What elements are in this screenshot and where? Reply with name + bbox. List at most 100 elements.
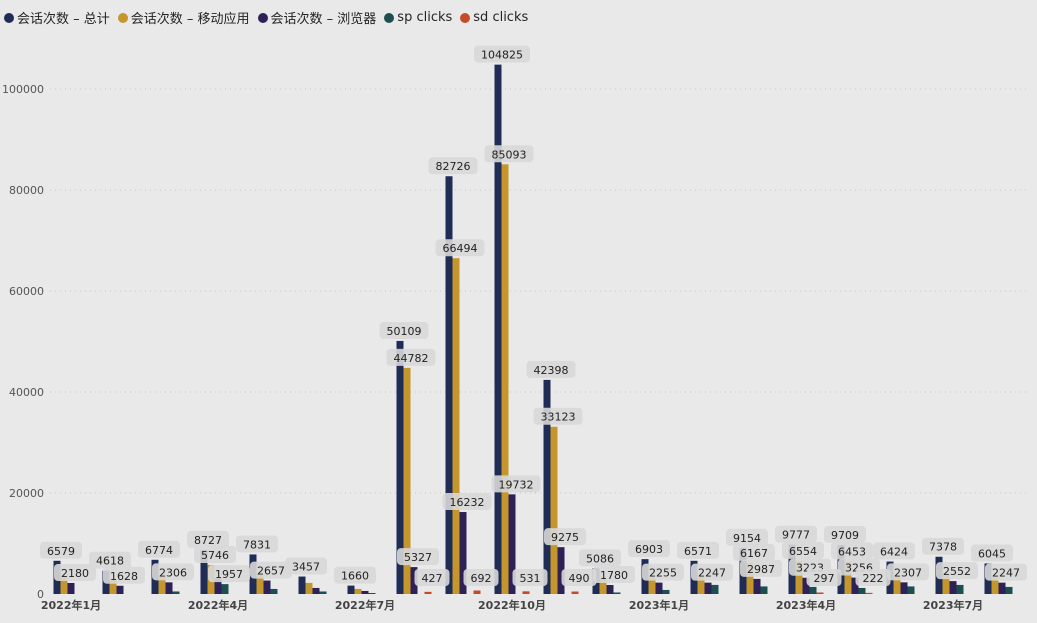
legend-swatch-sp-clicks [384,12,395,23]
data-label: 82726 [436,160,471,173]
data-label-box [152,563,194,581]
data-label: 1660 [341,570,369,583]
legend-item-browser[interactable]: 会话次数 – 浏览器 [257,8,377,27]
data-label: 6167 [740,547,768,560]
data-label-box [824,525,866,543]
bar [424,591,432,594]
data-label-box [236,535,278,553]
bar [662,589,670,594]
data-label-box [855,569,891,586]
data-label: 6571 [684,545,712,558]
data-label-box [138,540,180,558]
data-label-box [334,566,376,584]
bar [949,581,957,594]
data-label-box [579,549,621,567]
data-label-box [526,360,576,378]
data-label: 6453 [838,545,866,558]
bar [354,588,362,594]
data-label-box [887,563,929,581]
bar [501,164,509,595]
data-label: 222 [863,572,884,585]
y-tick-label: 20000 [9,487,44,500]
data-label: 2255 [649,567,677,580]
data-label-box [533,407,583,425]
bar [263,580,271,594]
data-label-box [435,239,485,257]
bar [858,587,866,594]
data-label: 16232 [450,496,485,509]
bar [214,578,222,594]
data-label: 6774 [145,544,173,557]
bar [200,549,208,594]
bar [522,591,530,594]
bar [648,576,656,594]
bar [760,586,768,594]
y-tick-label: 80000 [9,184,44,197]
data-label: 5746 [201,549,229,562]
bar [893,575,901,594]
legend-label-sp-clicks: sp clicks [397,10,453,25]
bar [109,578,117,594]
bar [613,592,621,594]
x-tick-label: 2022年7月 [335,598,395,612]
data-label: 104825 [481,49,523,62]
data-label: 9275 [551,531,579,544]
bar [865,592,873,594]
bar [396,340,404,594]
data-label: 33123 [541,411,576,424]
data-label: 2247 [698,567,726,580]
legend-label-browser: 会话次数 – 浏览器 [270,12,377,27]
data-label: 4618 [96,555,124,568]
bar [998,582,1006,594]
data-label: 427 [422,572,443,585]
bar [900,582,908,594]
bar [599,577,607,594]
data-label: 50109 [387,325,422,338]
legend-item-sd-clicks[interactable]: sd clicks [460,10,528,25]
data-label: 692 [471,572,492,585]
data-label-box [89,551,131,569]
data-label: 7378 [929,541,957,554]
bar [802,577,810,594]
data-label: 7831 [243,538,271,551]
bar [305,582,313,594]
data-label-box [428,157,478,175]
data-label-box [561,569,597,586]
bar [473,590,481,594]
x-tick-label: 2023年4月 [776,598,836,612]
data-label: 2552 [943,565,971,578]
data-label-box [873,542,915,560]
data-label: 2247 [992,567,1020,580]
bar [711,584,719,594]
bar [907,586,915,594]
bar [557,547,565,594]
data-label: 85093 [492,148,527,161]
bar [494,64,502,595]
legend-item-mobile-app[interactable]: 会话次数 – 移动应用 [117,8,250,27]
data-label-box [484,145,534,163]
data-label-box [642,563,684,581]
data-label-box [250,561,292,579]
data-label: 2180 [61,567,89,580]
data-label: 66494 [443,242,478,255]
bar [221,584,229,594]
bar [298,576,306,594]
bar [270,588,278,594]
bar [571,591,579,594]
bar [60,575,68,594]
bar [508,494,516,594]
bar [746,562,754,594]
data-label-box [379,321,429,339]
data-label-box [733,543,775,561]
data-label: 1628 [110,570,138,583]
data-label-box [936,562,978,580]
legend-item-sp-clicks[interactable]: sp clicks [384,10,452,25]
bar [410,567,418,594]
bar [67,582,75,594]
legend-item-total[interactable]: 会话次数 – 总计 [4,8,110,27]
data-label-box [491,475,541,493]
data-label-box [103,566,145,584]
data-label: 2306 [159,566,187,579]
legend-label-sd-clicks: sd clicks [473,10,529,25]
bar [116,585,124,594]
